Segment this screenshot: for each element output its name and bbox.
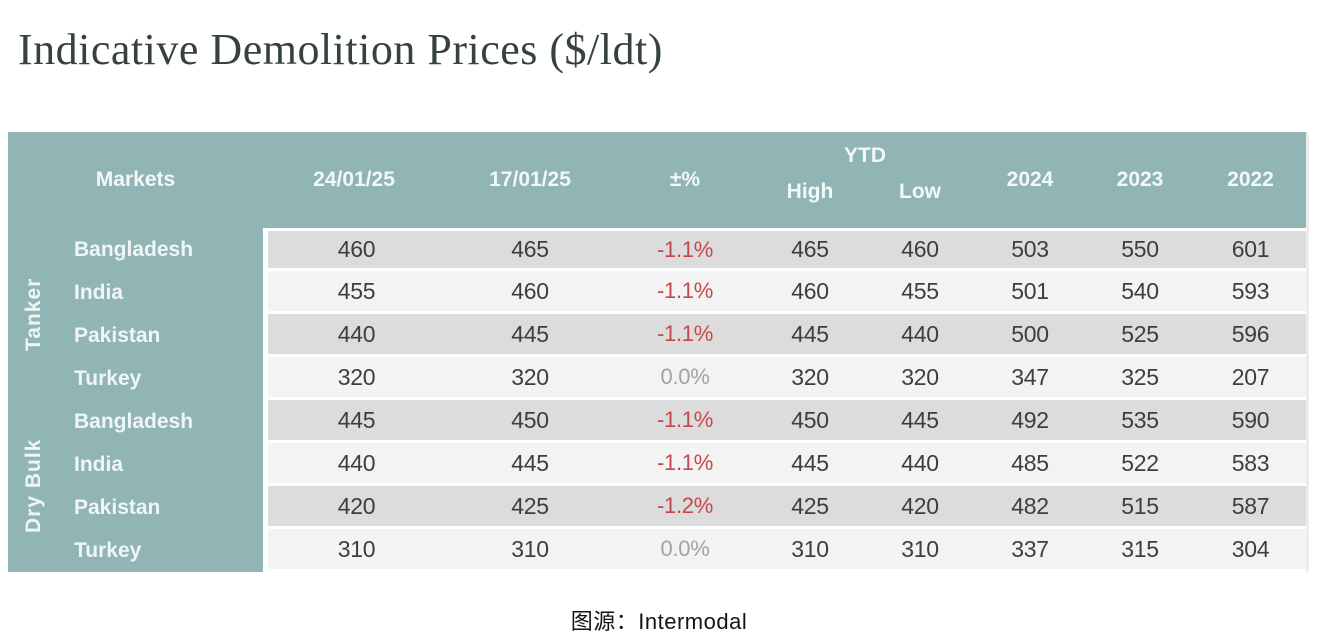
- value-cell: 501: [975, 271, 1085, 314]
- value-cell: 440: [865, 443, 975, 486]
- value-cell: 320: [865, 357, 975, 400]
- market-cell: India: [60, 271, 263, 314]
- value-cell: 596: [1195, 314, 1306, 357]
- value-cell: 347: [975, 357, 1085, 400]
- value-cell: 535: [1085, 400, 1195, 443]
- value-cell: 440: [263, 443, 445, 486]
- value-cell: 425: [445, 486, 615, 529]
- value-cell: 304: [1195, 529, 1306, 572]
- header-ytd-group: YTD High Low: [755, 132, 975, 228]
- value-cell: 337: [975, 529, 1085, 572]
- value-cell: 540: [1085, 271, 1195, 314]
- value-cell: 320: [755, 357, 865, 400]
- source-caption: 图源：Intermodal: [570, 609, 748, 634]
- header-ytd: YTD: [844, 144, 886, 167]
- header-date-previous: 17/01/25: [489, 168, 571, 191]
- value-cell: 455: [263, 271, 445, 314]
- value-cell: 445: [263, 400, 445, 443]
- change-cell: 0.0%: [615, 529, 755, 572]
- change-cell: -1.1%: [615, 400, 755, 443]
- market-cell: India: [60, 443, 263, 486]
- group-label-tanker: Tanker: [8, 228, 60, 400]
- value-cell: 522: [1085, 443, 1195, 486]
- header-ytd-high: High: [786, 180, 834, 203]
- demolition-prices-table: Markets 24/01/25 17/01/25 ±% YTD High Lo…: [8, 132, 1309, 572]
- value-cell: 445: [755, 443, 865, 486]
- value-cell: 320: [263, 357, 445, 400]
- value-cell: 440: [263, 314, 445, 357]
- value-cell: 310: [263, 529, 445, 572]
- page-title: Indicative Demolition Prices ($/ldt): [18, 25, 663, 74]
- value-cell: 515: [1085, 486, 1195, 529]
- market-cell: Bangladesh: [60, 400, 263, 443]
- value-cell: 482: [975, 486, 1085, 529]
- change-cell: -1.1%: [615, 443, 755, 486]
- value-cell: 207: [1195, 357, 1306, 400]
- change-cell: -1.1%: [615, 271, 755, 314]
- value-cell: 310: [755, 529, 865, 572]
- value-cell: 460: [865, 228, 975, 271]
- value-cell: 445: [445, 443, 615, 486]
- value-cell: 320: [445, 357, 615, 400]
- value-cell: 420: [263, 486, 445, 529]
- value-cell: 525: [1085, 314, 1195, 357]
- value-cell: 445: [755, 314, 865, 357]
- value-cell: 445: [865, 400, 975, 443]
- group-label-dry-bulk: Dry Bulk: [8, 400, 60, 572]
- value-cell: 440: [865, 314, 975, 357]
- value-cell: 455: [865, 271, 975, 314]
- value-cell: 590: [1195, 400, 1306, 443]
- market-cell: Pakistan: [60, 314, 263, 357]
- value-cell: 503: [975, 228, 1085, 271]
- value-cell: 460: [445, 271, 615, 314]
- value-cell: 420: [865, 486, 975, 529]
- value-cell: 425: [755, 486, 865, 529]
- value-cell: 465: [755, 228, 865, 271]
- header-year-2023: 2023: [1116, 168, 1164, 191]
- value-cell: 450: [445, 400, 615, 443]
- market-cell: Pakistan: [60, 486, 263, 529]
- header-ytd-low: Low: [899, 180, 941, 203]
- value-cell: 310: [865, 529, 975, 572]
- value-cell: 583: [1195, 443, 1306, 486]
- value-cell: 550: [1085, 228, 1195, 271]
- change-cell: -1.1%: [615, 228, 755, 271]
- market-cell: Turkey: [60, 357, 263, 400]
- header-year-2024: 2024: [1006, 168, 1054, 191]
- value-cell: 485: [975, 443, 1085, 486]
- value-cell: 593: [1195, 271, 1306, 314]
- value-cell: 460: [755, 271, 865, 314]
- value-cell: 315: [1085, 529, 1195, 572]
- change-cell: -1.1%: [615, 314, 755, 357]
- market-cell: Turkey: [60, 529, 263, 572]
- header-percent-change: ±%: [669, 168, 701, 191]
- value-cell: 465: [445, 228, 615, 271]
- value-cell: 310: [445, 529, 615, 572]
- header-date-current: 24/01/25: [313, 168, 395, 191]
- change-cell: -1.2%: [615, 486, 755, 529]
- market-cell: Bangladesh: [60, 228, 263, 271]
- value-cell: 500: [975, 314, 1085, 357]
- value-cell: 492: [975, 400, 1085, 443]
- change-cell: 0.0%: [615, 357, 755, 400]
- value-cell: 601: [1195, 228, 1306, 271]
- value-cell: 460: [263, 228, 445, 271]
- table-header-row: Markets 24/01/25 17/01/25 ±% YTD High Lo…: [8, 132, 1306, 228]
- value-cell: 587: [1195, 486, 1306, 529]
- value-cell: 445: [445, 314, 615, 357]
- value-cell: 325: [1085, 357, 1195, 400]
- header-markets: Markets: [95, 168, 176, 191]
- header-year-2022: 2022: [1227, 168, 1274, 191]
- value-cell: 450: [755, 400, 865, 443]
